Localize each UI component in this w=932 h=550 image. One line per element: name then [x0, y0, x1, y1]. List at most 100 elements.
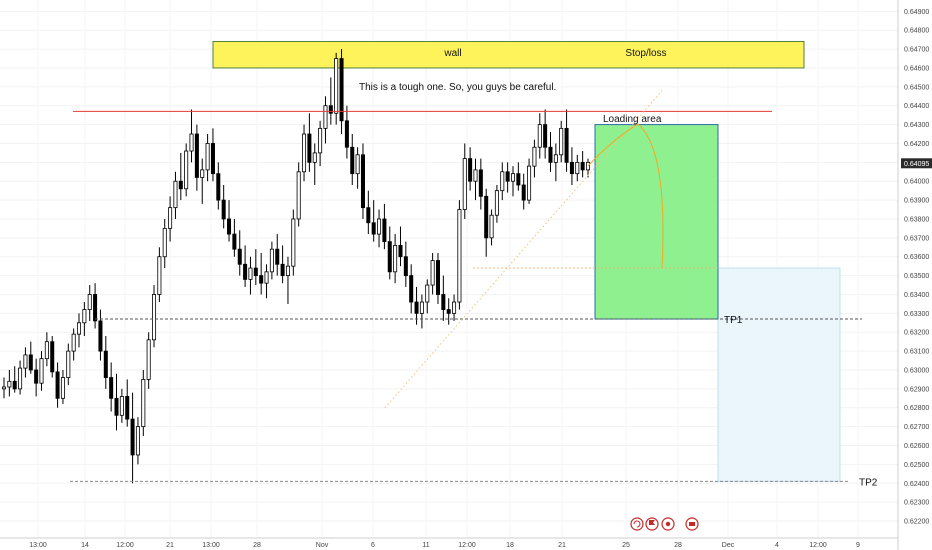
- price-tick-label: 0.64700: [904, 47, 929, 54]
- price-tick-label: 0.62500: [904, 462, 929, 469]
- candle: [393, 234, 398, 284]
- price-tick-label: 0.62800: [904, 405, 929, 412]
- candle: [478, 158, 483, 210]
- projection-curve: [587, 123, 664, 269]
- candle: [452, 294, 457, 321]
- candle-body: [173, 180, 178, 209]
- wall-label: wall: [443, 48, 461, 59]
- candle: [141, 369, 146, 437]
- candle: [360, 143, 365, 219]
- price-tick-label: 0.63100: [904, 349, 929, 356]
- candle-body: [39, 358, 44, 384]
- candle: [221, 184, 226, 229]
- price-axis[interactable]: 0.64900 0.64800 0.64700 0.64600 0.64500 0.644…: [904, 9, 929, 526]
- candle: [377, 209, 382, 248]
- candle: [500, 162, 505, 201]
- time-tick-label: 11: [422, 542, 429, 549]
- candle: [28, 341, 33, 374]
- time-axis[interactable]: 13:00 14 12:00 21 13:00 28 Nov 6 11 12:00 18 21 25 28…: [29, 542, 860, 549]
- candle-body: [66, 350, 71, 378]
- candle-body: [457, 209, 462, 303]
- candle-body: [302, 133, 307, 173]
- candle: [382, 203, 387, 250]
- candle: [77, 313, 82, 348]
- candle: [366, 190, 371, 235]
- candle: [425, 279, 430, 314]
- candle: [237, 230, 242, 276]
- candle: [457, 200, 462, 310]
- candle-body: [34, 369, 39, 384]
- candle-body: [178, 180, 183, 190]
- candle-body: [478, 169, 483, 197]
- candle: [168, 196, 173, 242]
- time-tick-label: 13:00: [29, 542, 47, 549]
- time-tick-label: 28: [674, 542, 682, 549]
- candle: [200, 158, 205, 204]
- candle: [285, 256, 290, 304]
- candle-body: [44, 341, 49, 360]
- candle-body: [516, 173, 521, 186]
- candle-body: [360, 154, 365, 209]
- candle-body: [403, 256, 408, 277]
- time-tick-label: 28: [253, 542, 261, 549]
- candle-body: [1, 386, 7, 390]
- candle-body: [462, 158, 467, 210]
- candle: [494, 184, 499, 223]
- alert-icon[interactable]: [661, 517, 675, 531]
- candle-body: [318, 127, 323, 154]
- candle: [39, 351, 44, 391]
- candle: [516, 162, 521, 191]
- candle: [296, 162, 301, 227]
- candle-series: [1, 49, 591, 484]
- price-tick-label: 0.64300: [904, 122, 929, 129]
- candle: [307, 113, 312, 172]
- candle-body: [355, 154, 360, 175]
- time-tick-label: 12:00: [458, 542, 476, 549]
- candle-body: [12, 380, 17, 390]
- flag-icon[interactable]: [645, 517, 659, 531]
- candle: [409, 264, 414, 314]
- candle-body: [285, 265, 290, 277]
- candle-body: [521, 184, 526, 201]
- candle-body: [60, 377, 65, 399]
- candle: [227, 200, 232, 242]
- time-tick-label: 21: [558, 542, 566, 549]
- candle: [580, 151, 585, 178]
- candle: [82, 302, 87, 337]
- candle: [253, 249, 258, 286]
- target-zone: [717, 267, 841, 482]
- candle-body: [425, 284, 430, 303]
- loading-area-label: Loading area: [603, 114, 662, 125]
- candle-body: [194, 133, 199, 178]
- candle: [510, 166, 515, 197]
- candle-body: [543, 124, 548, 148]
- candle: [302, 124, 307, 182]
- candle: [269, 241, 274, 280]
- replay-icon[interactable]: [630, 517, 644, 531]
- candle-body: [253, 267, 258, 277]
- candle-body: [393, 245, 398, 273]
- time-tick-label: Dec: [722, 542, 735, 549]
- candle-body: [350, 146, 355, 175]
- candle: [403, 241, 408, 287]
- candle-body: [103, 350, 108, 378]
- candle: [157, 247, 162, 303]
- candle: [559, 120, 564, 163]
- price-tick-label: 0.64900: [904, 9, 929, 16]
- candle-body: [430, 260, 435, 286]
- candle: [435, 252, 440, 304]
- candle-body: [130, 418, 135, 456]
- candle: [55, 362, 60, 408]
- annotation-zones: [212, 41, 841, 482]
- candle: [12, 366, 17, 393]
- settings-icon[interactable]: [685, 517, 699, 531]
- candle: [210, 128, 215, 182]
- time-tick-label: 14: [81, 542, 89, 549]
- candle-body: [553, 154, 558, 163]
- candle-body: [82, 309, 87, 324]
- candle-body: [114, 397, 119, 416]
- candle-body: [473, 169, 478, 182]
- candle: [564, 109, 569, 172]
- chart-toolbar[interactable]: [630, 517, 699, 531]
